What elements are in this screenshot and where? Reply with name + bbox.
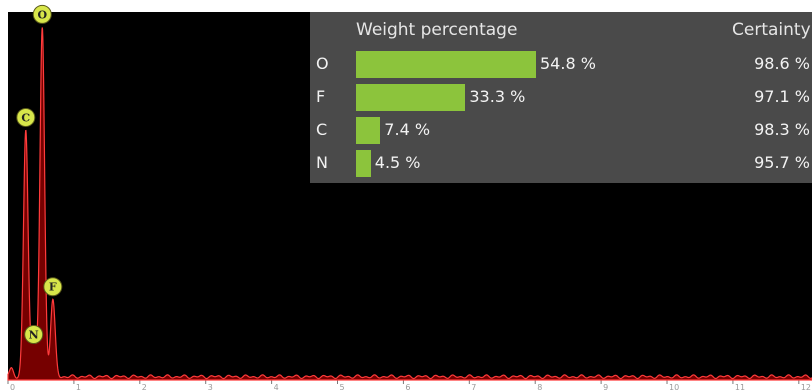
- result-row-c: C 7.4 % 98.3 %: [310, 115, 812, 145]
- x-tick-label: 4: [274, 383, 279, 392]
- svg-text:C: C: [21, 111, 30, 124]
- x-tick-label: 0: [10, 383, 15, 392]
- weight-value: 33.3 %: [469, 87, 526, 106]
- certainty-header: Certainty: [732, 20, 811, 40]
- peak-label-n: N: [24, 325, 44, 345]
- peak-label-c: C: [16, 107, 36, 127]
- certainty-value: 95.7 %: [754, 153, 810, 172]
- x-tick-label: 12: [801, 383, 811, 392]
- x-tick-label: 8: [537, 383, 542, 392]
- element-symbol: C: [316, 120, 328, 139]
- weight-value: 4.5 %: [374, 153, 421, 172]
- spectrum-series: [7, 27, 812, 381]
- svg-text:O: O: [37, 8, 47, 21]
- x-tick-label: 11: [735, 383, 745, 392]
- x-tick-label: 5: [340, 383, 345, 392]
- x-tick-label: 9: [603, 383, 608, 392]
- x-axis: 0 1 2 3 4 5 6 7 8 9 10 11 12: [7, 379, 812, 392]
- result-row-o: O 54.8 % 98.6 %: [310, 49, 812, 79]
- peak-label-f: F: [43, 277, 63, 297]
- x-tick-label: 7: [471, 383, 476, 392]
- element-symbol: N: [316, 153, 328, 172]
- x-tick-label: 3: [208, 383, 213, 392]
- weight-value: 7.4 %: [384, 120, 431, 139]
- weight-percentage-header: Weight percentage: [356, 20, 518, 40]
- result-row-f: F 33.3 % 97.1 %: [310, 82, 812, 112]
- certainty-value: 97.1 %: [754, 87, 810, 106]
- peak-labels: C N O F: [16, 4, 63, 345]
- certainty-value: 98.6 %: [754, 54, 810, 73]
- weight-bar: [356, 51, 536, 78]
- weight-bar: [356, 150, 371, 177]
- peak-label-o: O: [32, 4, 52, 24]
- weight-value: 54.8 %: [540, 54, 596, 73]
- svg-text:N: N: [29, 329, 39, 342]
- weight-bar: [356, 84, 466, 111]
- x-tick-label: 2: [142, 383, 147, 392]
- x-tick-label: 1: [76, 383, 81, 392]
- results-panel: Weight percentage Certainty O 54.8 % 98.…: [310, 12, 812, 183]
- element-symbol: F: [316, 87, 326, 106]
- svg-text:F: F: [49, 281, 57, 294]
- certainty-value: 98.3 %: [754, 120, 810, 139]
- weight-bar: [356, 117, 381, 144]
- result-row-n: N 4.5 % 95.7 %: [310, 148, 812, 178]
- element-symbol: O: [316, 54, 329, 73]
- x-tick-label: 10: [669, 383, 679, 392]
- x-tick-label: 6: [405, 383, 410, 392]
- spectrum-line: [7, 27, 812, 381]
